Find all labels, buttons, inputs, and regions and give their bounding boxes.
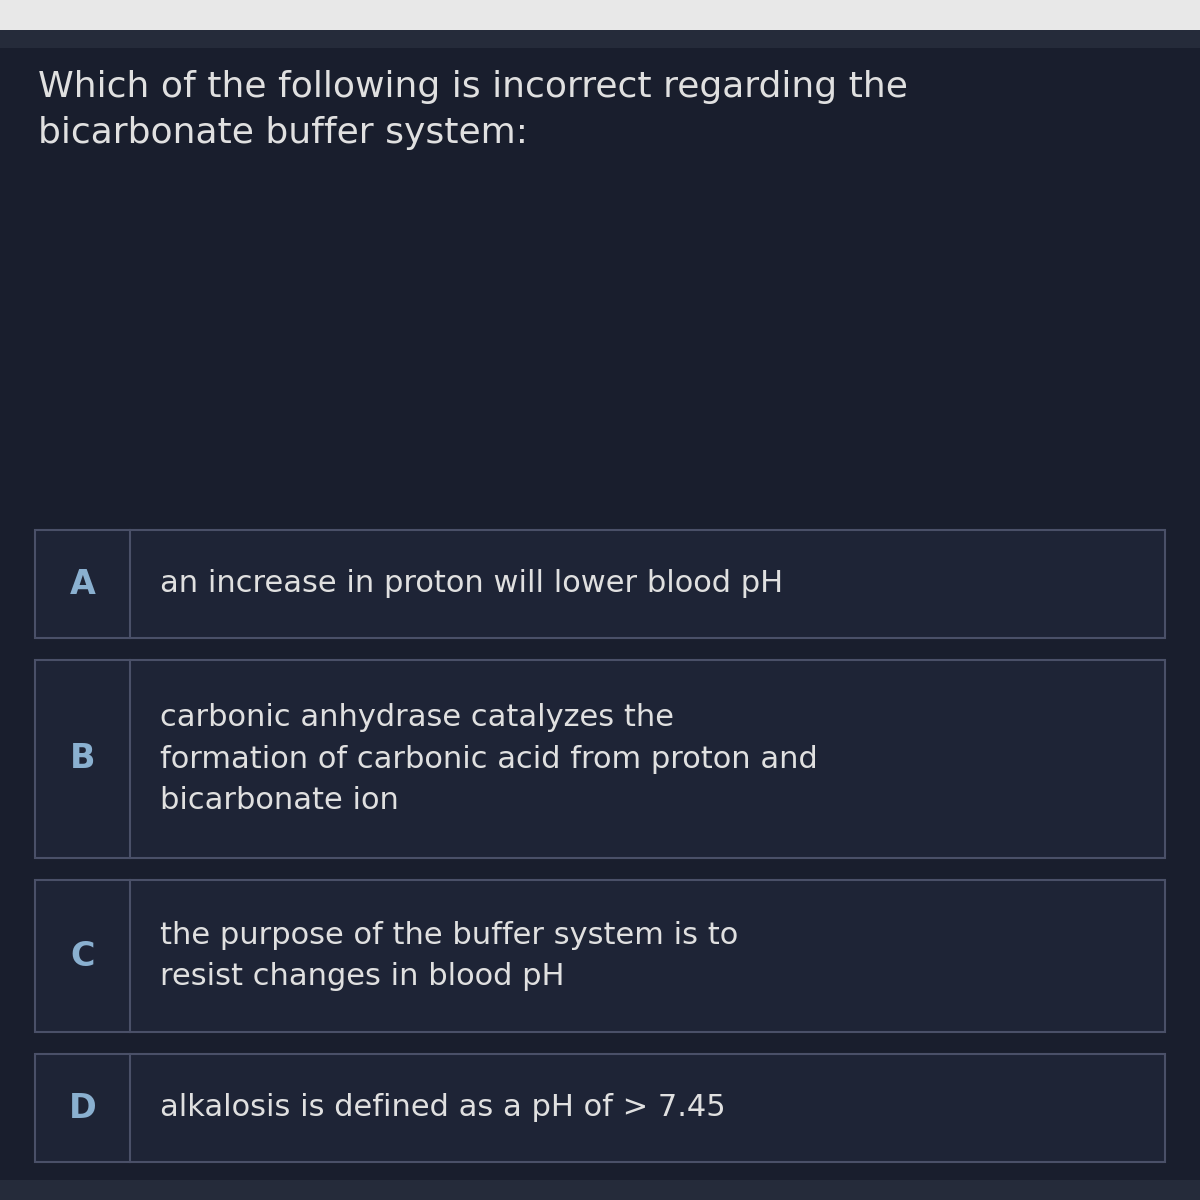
Bar xyxy=(0,1180,1200,1200)
Text: B: B xyxy=(70,743,95,775)
Bar xyxy=(35,660,1165,858)
Text: alkalosis is defined as a pH of > 7.45: alkalosis is defined as a pH of > 7.45 xyxy=(160,1093,726,1122)
Text: an increase in proton will lower blood pH: an increase in proton will lower blood p… xyxy=(160,570,784,599)
Bar xyxy=(35,530,1165,638)
Bar xyxy=(0,0,1200,30)
Bar xyxy=(0,30,1200,48)
Bar xyxy=(35,1054,1165,1162)
Text: the purpose of the buffer system is to
resist changes in blood pH: the purpose of the buffer system is to r… xyxy=(160,920,738,991)
Text: A: A xyxy=(70,568,96,600)
Text: C: C xyxy=(71,940,95,972)
Bar xyxy=(35,880,1165,1032)
Text: D: D xyxy=(68,1092,96,1124)
Text: Which of the following is incorrect regarding the
bicarbonate buffer system:: Which of the following is incorrect rega… xyxy=(38,70,908,150)
Text: carbonic anhydrase catalyzes the
formation of carbonic acid from proton and
bica: carbonic anhydrase catalyzes the formati… xyxy=(160,703,817,815)
